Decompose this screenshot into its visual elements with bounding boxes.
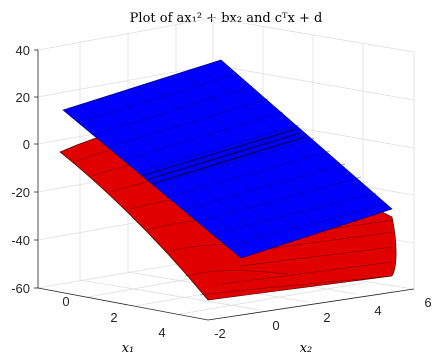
z-tick-label: 40	[16, 43, 30, 58]
blue-plane-surface	[62, 59, 393, 259]
axes	[34, 49, 415, 321]
z-tick-label: 0	[23, 137, 30, 152]
z-tick-label: -60	[11, 281, 30, 296]
z-tick-label: -20	[11, 185, 30, 200]
x2-axis-label: x₂	[300, 341, 313, 356]
chart-title: Plot of ax₁² + bx₂ and cᵀx + d	[130, 11, 323, 26]
x1-tick-label: 2	[110, 310, 117, 325]
x1-tick-label: 0	[62, 294, 69, 309]
x2-tick-label: 0	[272, 318, 279, 333]
z-tick-label: -40	[11, 233, 30, 248]
x2-tick-label: 4	[374, 303, 381, 318]
x1-tick-label: 4	[158, 325, 165, 340]
x2-tick-label: -2	[214, 326, 226, 341]
x1-tick-labels: 0 2 4	[62, 294, 165, 340]
x2-tick-label: 2	[323, 310, 330, 325]
x2-tick-label: 6	[424, 295, 431, 310]
x1-axis-label: x₁	[122, 341, 135, 356]
z-tick-label: 20	[16, 90, 30, 105]
z-tick-labels: 40 20 0 -20 -40 -60	[11, 43, 30, 296]
x2-tick-labels: -2 0 2 4 6	[214, 295, 431, 341]
